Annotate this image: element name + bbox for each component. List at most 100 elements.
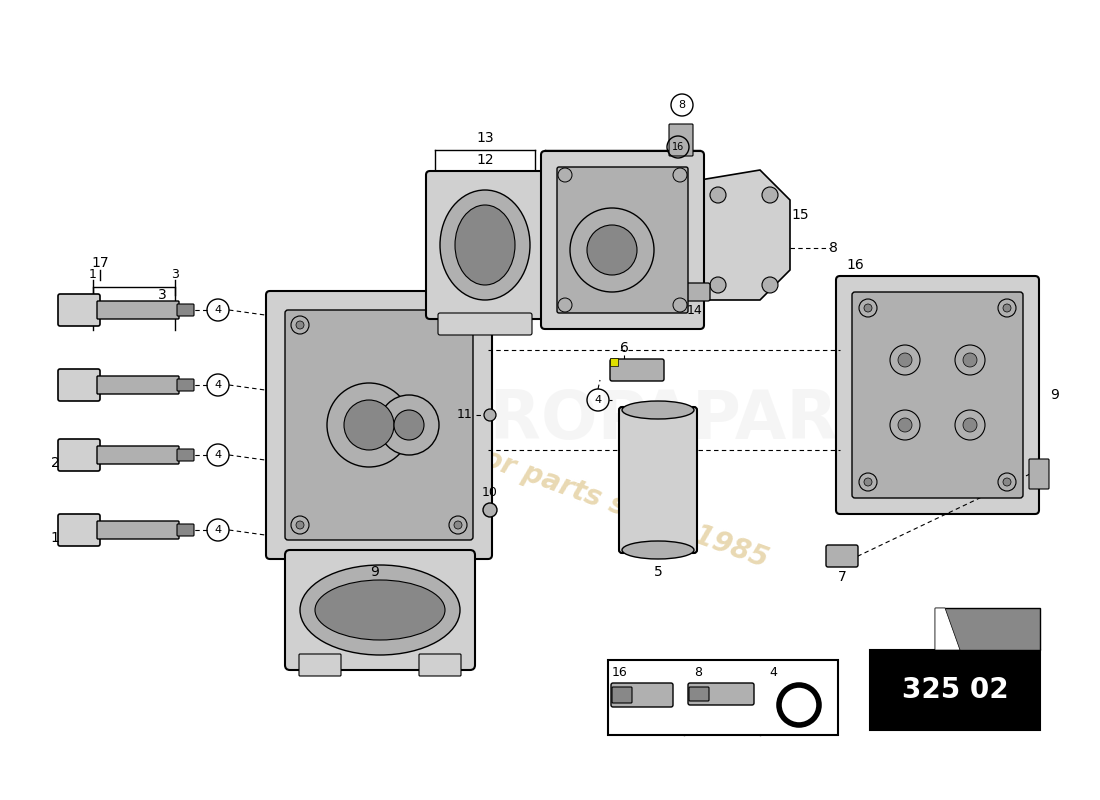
FancyBboxPatch shape [419,654,461,676]
Text: 10: 10 [482,486,498,498]
Text: 16: 16 [612,666,628,678]
Circle shape [570,208,654,292]
Ellipse shape [455,205,515,285]
Text: 8: 8 [679,100,685,110]
Text: 325 02: 325 02 [902,676,1009,704]
Text: 7: 7 [837,570,846,584]
Ellipse shape [440,190,530,300]
Text: 8: 8 [828,241,837,255]
FancyBboxPatch shape [610,683,673,707]
Circle shape [558,168,572,182]
Ellipse shape [621,401,694,419]
Circle shape [379,395,439,455]
Circle shape [962,418,977,432]
Text: 14: 14 [688,303,703,317]
Text: 4: 4 [214,525,221,535]
FancyBboxPatch shape [438,313,532,335]
FancyBboxPatch shape [836,276,1040,514]
Bar [870,651,1040,729]
Circle shape [1003,304,1011,312]
Text: 16: 16 [846,258,864,272]
Circle shape [762,187,778,203]
FancyBboxPatch shape [97,376,179,394]
Bar [610,358,618,366]
Circle shape [864,304,872,312]
Polygon shape [935,608,960,650]
Circle shape [955,345,984,375]
Text: 4: 4 [769,666,777,678]
Circle shape [296,521,304,529]
Circle shape [454,521,462,529]
FancyBboxPatch shape [299,654,341,676]
FancyBboxPatch shape [285,550,475,670]
Circle shape [449,316,468,334]
FancyBboxPatch shape [852,292,1023,498]
Text: 8: 8 [694,666,702,678]
Text: EUROPAPARTS: EUROPAPARTS [390,387,930,453]
Circle shape [587,225,637,275]
Circle shape [344,400,394,450]
FancyBboxPatch shape [688,683,754,705]
Text: 9: 9 [1050,388,1059,402]
Circle shape [710,187,726,203]
FancyBboxPatch shape [177,379,194,391]
Text: 4: 4 [214,380,221,390]
FancyBboxPatch shape [58,514,100,546]
FancyBboxPatch shape [678,283,710,301]
Text: 17: 17 [91,256,109,270]
Circle shape [292,516,309,534]
Ellipse shape [300,565,460,655]
Text: 3: 3 [157,288,166,302]
Text: 12: 12 [476,153,494,167]
FancyBboxPatch shape [619,407,697,553]
Text: 4: 4 [214,450,221,460]
Text: 15: 15 [791,208,808,222]
FancyBboxPatch shape [1028,459,1049,489]
FancyBboxPatch shape [541,151,704,329]
Circle shape [955,410,984,440]
Polygon shape [685,170,790,300]
FancyBboxPatch shape [177,524,194,536]
Text: a passion for parts since 1985: a passion for parts since 1985 [319,386,771,574]
Bar [608,660,838,735]
Circle shape [998,299,1016,317]
FancyBboxPatch shape [826,545,858,567]
FancyBboxPatch shape [285,310,473,540]
FancyBboxPatch shape [58,439,100,471]
FancyBboxPatch shape [426,171,544,319]
Text: 16: 16 [672,142,684,152]
Text: 5: 5 [653,565,662,579]
FancyBboxPatch shape [97,446,179,464]
Circle shape [710,277,726,293]
FancyBboxPatch shape [58,294,100,326]
FancyBboxPatch shape [177,304,194,316]
Circle shape [864,478,872,486]
Ellipse shape [315,580,446,640]
Circle shape [484,409,496,421]
FancyBboxPatch shape [610,359,664,381]
Bar [870,650,1040,730]
FancyBboxPatch shape [97,521,179,539]
Circle shape [327,383,411,467]
FancyBboxPatch shape [557,167,688,313]
Circle shape [483,503,497,517]
Circle shape [394,410,424,440]
Text: 4: 4 [594,395,602,405]
Text: 9: 9 [371,565,380,579]
Polygon shape [935,608,1040,650]
Circle shape [1003,478,1011,486]
Circle shape [859,473,877,491]
FancyBboxPatch shape [177,449,194,461]
Circle shape [859,299,877,317]
Circle shape [898,418,912,432]
FancyBboxPatch shape [266,291,492,559]
Text: 11: 11 [458,409,473,422]
FancyBboxPatch shape [669,124,693,156]
Circle shape [673,298,688,312]
FancyBboxPatch shape [97,301,179,319]
Circle shape [673,168,688,182]
Circle shape [998,473,1016,491]
Text: 3: 3 [172,267,179,281]
Circle shape [292,316,309,334]
Circle shape [449,516,468,534]
